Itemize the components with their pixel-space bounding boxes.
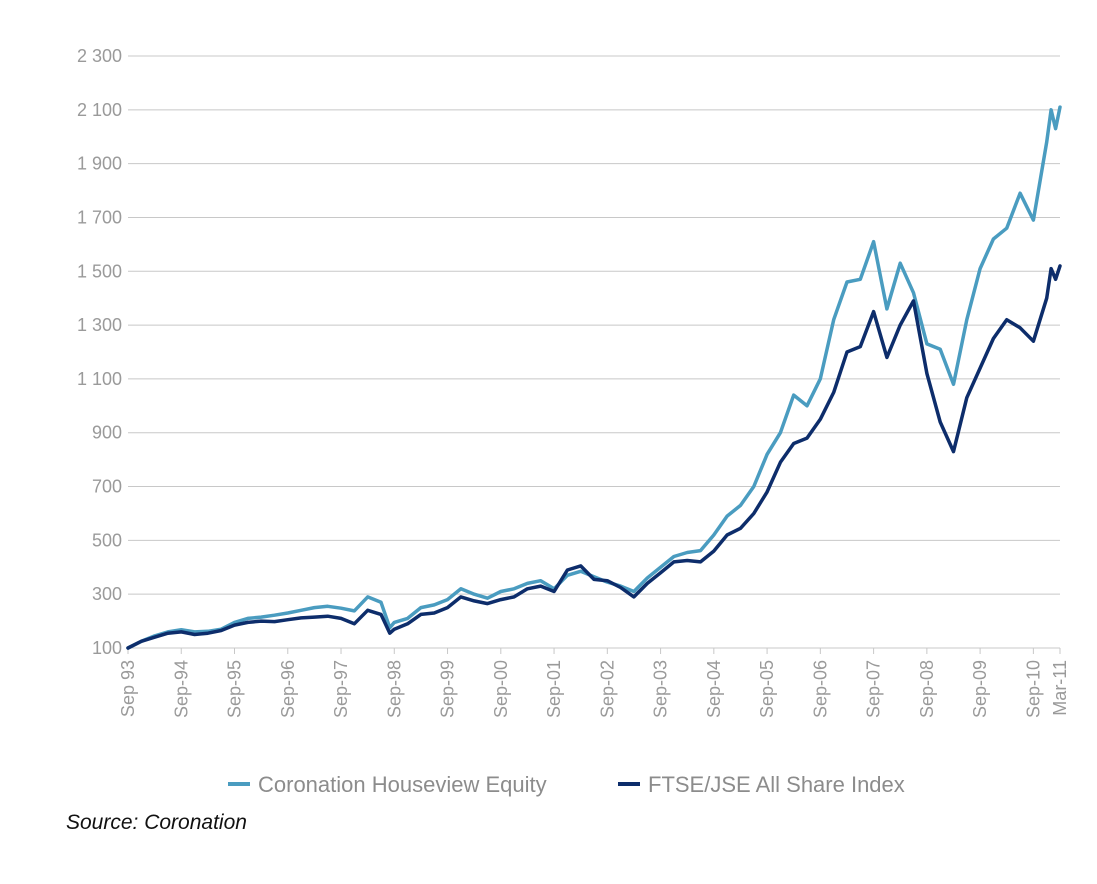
- x-axis: Sep 93 Sep-94 Sep-95 Sep-96 Sep-97 Sep-98 Sep-…: [118, 647, 1070, 718]
- x-tick-label: Sep-94: [171, 660, 191, 718]
- x-tick-label: Sep-10: [1023, 660, 1043, 718]
- gridlines: [128, 55, 1060, 649]
- legend-label: Coronation Houseview Equity: [258, 772, 547, 797]
- x-tick-label: Sep-99: [438, 660, 458, 718]
- series-lines: [126, 105, 1062, 650]
- y-tick-label: 100: [92, 638, 122, 658]
- y-tick-label: 1 500: [77, 261, 122, 281]
- y-tick-label: 300: [92, 584, 122, 604]
- x-tick-label: Sep-07: [864, 660, 884, 718]
- x-tick-label: Sep-04: [704, 660, 724, 718]
- x-tick-label: Sep-08: [917, 660, 937, 718]
- x-tick-label: Sep-96: [278, 660, 298, 718]
- y-tick-label: 1 900: [77, 154, 122, 174]
- source-note: Source: Coronation: [66, 811, 247, 834]
- y-tick-label: 1 300: [77, 315, 122, 335]
- series-line-2: [126, 264, 1062, 650]
- x-tick-label: Sep-01: [544, 660, 564, 718]
- x-tick-label: Sep 93: [118, 660, 138, 717]
- x-tick-label: Sep-00: [491, 660, 511, 718]
- legend-label: FTSE/JSE All Share Index: [648, 772, 905, 797]
- x-tick-label: Sep-97: [331, 660, 351, 718]
- series-line-1: [126, 105, 1062, 650]
- y-tick-label: 1 700: [77, 207, 122, 227]
- x-tick-label: Mar-11: [1050, 660, 1070, 716]
- x-tick-label: Sep-09: [970, 660, 990, 718]
- y-tick-label: 1 100: [77, 369, 122, 389]
- line-chart: 100 300 500 700 900 1 100 1 300 1 500 1 700 1 900…: [77, 46, 1070, 797]
- x-tick-label: Sep-06: [810, 660, 830, 718]
- x-tick-label: Sep-95: [225, 660, 245, 718]
- x-tick-label: Sep-05: [757, 660, 777, 718]
- y-tick-label: 2 100: [77, 100, 122, 120]
- x-tick-label: Sep-98: [384, 660, 404, 718]
- y-axis: 100 300 500 700 900 1 100 1 300 1 500 1 700 1 900…: [77, 46, 122, 658]
- legend: Coronation Houseview Equity FTSE/JSE All …: [228, 772, 905, 797]
- x-tick-label: Sep-02: [597, 660, 617, 718]
- y-tick-label: 700: [92, 477, 122, 497]
- y-tick-label: 2 300: [77, 46, 122, 66]
- x-tick-label: Sep-03: [651, 660, 671, 718]
- y-tick-label: 900: [92, 423, 122, 443]
- y-tick-label: 500: [92, 530, 122, 550]
